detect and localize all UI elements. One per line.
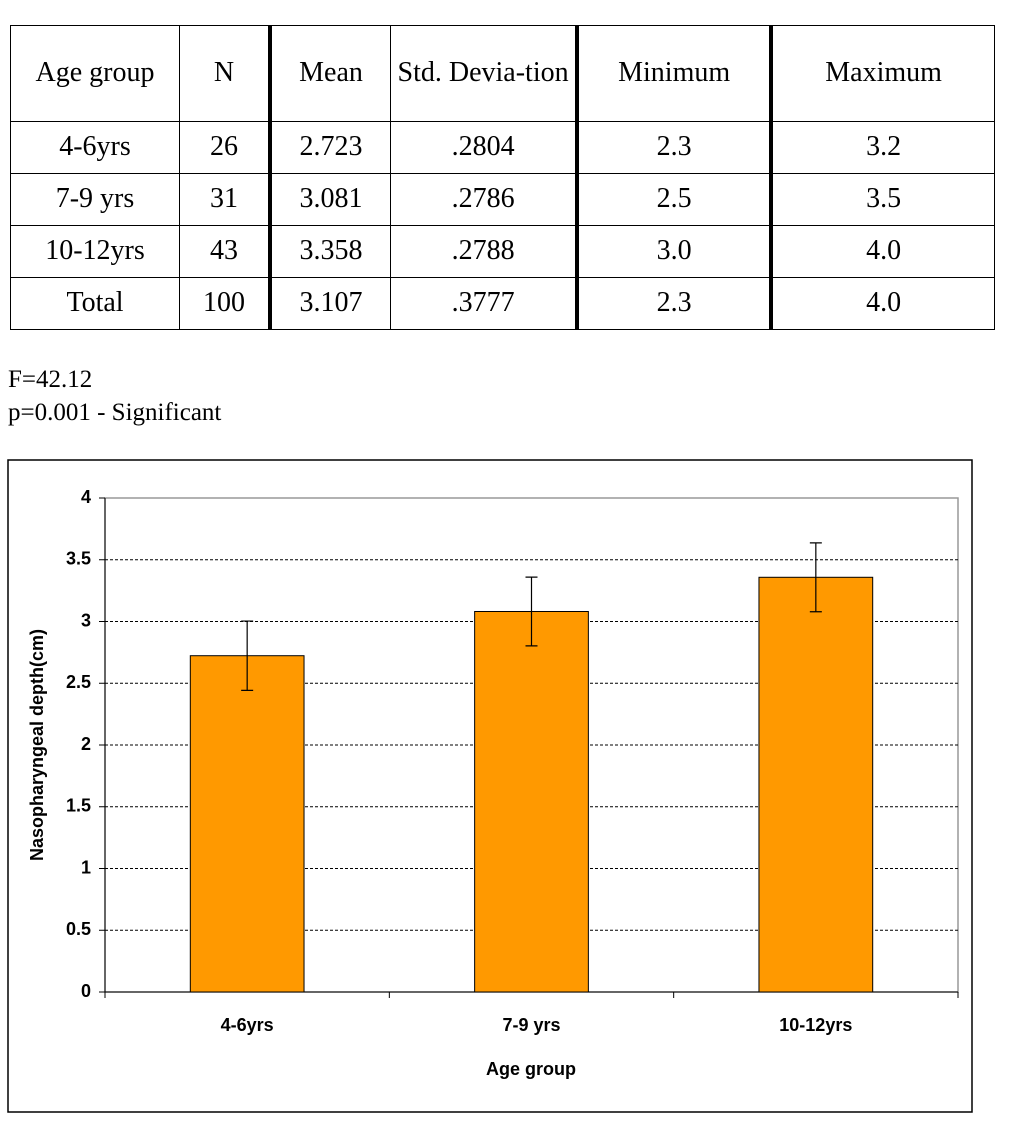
table-cell: .2804 — [390, 121, 578, 174]
x-tick-label: 10-12yrs — [779, 1015, 852, 1035]
table-cell: 2.3 — [575, 277, 772, 330]
error-bar — [809, 542, 822, 613]
error-bar — [525, 576, 538, 647]
table-row: 4-6yrs 26 2.723.2804 2.3 3.2 — [9, 121, 996, 174]
y-tick-label: 4 — [81, 487, 91, 507]
table-cell: 3.2 — [769, 121, 996, 174]
table-cell: Maximum — [769, 25, 996, 122]
table-cell: Age group — [9, 25, 181, 122]
table-cell: 3.081 — [267, 173, 392, 226]
table-cell: 2.3 — [575, 121, 772, 174]
bar — [189, 655, 305, 993]
table-cell: N — [179, 25, 271, 122]
note: p=0.001 - Significant — [8, 399, 222, 426]
table-cell: 3.107 — [267, 277, 392, 330]
table-row: 7-9 yrs 31 3.081.2786 2.5 3.5 — [9, 173, 996, 226]
y-tick-label: 3 — [81, 610, 91, 630]
y-tick-label: 3.5 — [66, 549, 91, 569]
y-tick-label: 0.5 — [66, 919, 91, 939]
y-tick-label: 1 — [81, 857, 91, 877]
table-cell: 4-6yrs — [9, 121, 181, 174]
table-cell: 2.5 — [575, 173, 772, 226]
table-row: Total 100 3.107.3777 2.3 4.0 — [9, 277, 996, 330]
error-bar — [241, 620, 254, 691]
table-cell: 2.723 — [267, 121, 392, 174]
bar — [758, 576, 874, 993]
table-cell: Std. Devia-tion — [390, 25, 578, 122]
table-cell: 3.358 — [267, 225, 392, 278]
y-tick-label: 0 — [81, 981, 91, 1001]
table-cell: .3777 — [390, 277, 578, 330]
table-cell: 100 — [179, 277, 271, 330]
x-tick-label: 4-6yrs — [221, 1015, 274, 1035]
table-row: Age group N Mean Std. Devia-tion Minimum Maxi… — [9, 25, 996, 122]
y-tick-label: 2.5 — [66, 672, 91, 692]
table-cell: .2788 — [390, 225, 578, 278]
table-row: 10-12yrs 43 3.358.2788 3.0 4.0 — [9, 225, 996, 278]
y-tick-label: 2 — [81, 734, 91, 754]
y-tick-label: 1.5 — [66, 796, 91, 816]
table-cell: Total — [9, 277, 181, 330]
note: F=42.12 — [8, 366, 93, 393]
stats-table: Age group N Mean Std. Devia-tion Minimum Maxi… — [9, 25, 996, 330]
x-tick-label: 7-9 yrs — [502, 1015, 560, 1035]
table-cell: 4.0 — [769, 277, 996, 330]
x-axis-title: Age group — [486, 1059, 576, 1079]
chart-frame — [7, 459, 973, 1113]
table-cell: 3.5 — [769, 173, 996, 226]
bar — [474, 610, 589, 993]
y-axis-title: Nasopharyngeal depth(cm) — [27, 629, 47, 861]
